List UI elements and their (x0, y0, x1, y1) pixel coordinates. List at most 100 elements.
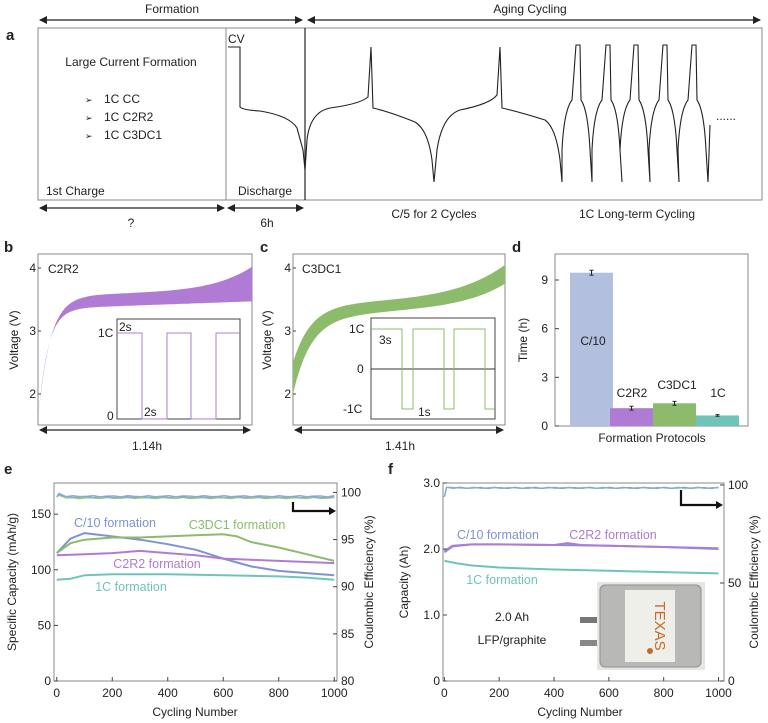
y-tick-label: 1.0 (423, 608, 440, 622)
series-label: 1C formation (95, 580, 167, 594)
panel-letter-a: a (6, 27, 15, 44)
y-tick-label: 150 (31, 507, 51, 521)
bullet-icon: ➢ (85, 131, 93, 141)
bullet-1c-c3dc1: 1C C3DC1 (104, 128, 162, 142)
x-tick-label: 600 (599, 686, 619, 700)
c2r2-current-pulse (117, 332, 240, 420)
first-charge-label: 1st Charge (46, 184, 105, 198)
error-bar (715, 414, 720, 417)
bullet-icon: ➢ (85, 95, 93, 105)
discharge-duration: 6h (260, 216, 273, 230)
inset-c-neg1c-tick: -1C (343, 402, 363, 416)
x-tick-label: 0 (53, 686, 60, 700)
panel-b: 2 3 4 Voltage (V) C2R2 1C 0 2s 2s 1.14h (7, 253, 253, 453)
panel-letter-f: f (388, 461, 394, 478)
first-charge-duration: ? (128, 216, 135, 230)
c3dc1-label: C3DC1 (302, 262, 342, 276)
inset-c-1c-tick: 1C (349, 322, 365, 336)
x-tick-label: 400 (158, 686, 178, 700)
inset-c-high-duration: 3s (379, 333, 392, 347)
series-label: C/10 formation (74, 516, 156, 530)
x-tick-label: 1000 (321, 686, 348, 700)
inset-b-1c-tick: 1C (98, 326, 114, 340)
panel-e: C/10 formation C3DC1 formation C2R2 format… (5, 482, 376, 719)
pouch-cell-photo: TEXAS (580, 582, 705, 670)
voltage-axis-label: Voltage (V) (260, 310, 274, 369)
series-label: C/10 formation (457, 528, 539, 542)
y2-tick-label: 100 (341, 485, 361, 499)
ce-line-1c (56, 493, 335, 499)
series-label: C2R2 formation (569, 528, 657, 542)
panel-a: Formation Aging Cycling CV Large Current… (37, 2, 763, 230)
y-tick-label: 9 (541, 273, 548, 287)
inset-b-0-tick: 0 (107, 409, 114, 423)
coulombic-efficiency-axis-label: Coulombic Efficiency (%) (747, 515, 761, 648)
panel-letter-b: b (4, 239, 13, 256)
series-label: C2R2 formation (113, 557, 201, 571)
time-axis-label: Time (h) (516, 318, 530, 362)
y-tick-label: 0 (541, 419, 548, 433)
x-tick-label: 200 (489, 686, 509, 700)
x-tick-label: 200 (102, 686, 122, 700)
discharge-label: Discharge (238, 184, 292, 198)
y2-tick-label: 0 (728, 674, 735, 688)
y-tick-label: 3 (284, 324, 291, 338)
inset-c-0-tick: 0 (357, 362, 364, 376)
x-tick-label: 400 (544, 686, 564, 700)
y2-tick-label: 90 (341, 580, 355, 594)
cv-label: CV (228, 32, 245, 46)
y-tick-label: 0 (44, 674, 51, 688)
x-tick-label: 1000 (705, 686, 732, 700)
y-tick-label: 0 (433, 674, 440, 688)
long-term-cycling-label: 1C Long-term Cycling (579, 207, 695, 221)
y-tick-label: 50 (38, 618, 52, 632)
ce-line-c3dc1 (56, 494, 335, 500)
specific-capacity-axis-label: Specific Capacity (mAh/g) (5, 513, 19, 651)
y-tick-label: 2.0 (423, 542, 440, 556)
x-tick-label: 0 (441, 686, 448, 700)
bullet-1c-c2r2: 1C C2R2 (104, 110, 154, 124)
x-tick-label: 600 (213, 686, 233, 700)
panel-c-frame (292, 253, 506, 426)
panel-letter-c: c (260, 239, 268, 256)
bar-1c (696, 415, 739, 426)
y2-tick-label: 100 (728, 478, 748, 492)
bullet-icon: ➢ (85, 113, 93, 123)
series-label: C3DC1 formation (189, 518, 286, 532)
duration-b: 1.14h (132, 439, 162, 453)
arrow-head-icon (716, 501, 723, 509)
c3dc1-current-pulse (371, 328, 495, 410)
ce-axis-arrow (291, 502, 330, 513)
error-bar (672, 400, 677, 406)
bar-label: 1C (710, 386, 726, 400)
x-tick-label: 800 (654, 686, 674, 700)
y-tick-label: 6 (541, 322, 548, 336)
panel-d: C/10 C2R2 C3DC1 1C 0 3 6 9 Time (h) Formation … (516, 253, 749, 445)
inset-b-frame (116, 318, 241, 420)
y2-tick-label: 95 (341, 533, 355, 547)
panel-letter-e: e (4, 461, 12, 478)
y2-tick-label: 85 (341, 627, 355, 641)
panel-a-frame (37, 27, 763, 201)
inset-b-high-duration: 2s (119, 320, 132, 334)
y-tick-label: 2 (29, 387, 36, 401)
cycling-number-label: Cycling Number (152, 705, 237, 719)
error-bar (629, 405, 634, 411)
y-tick-label: 3 (541, 370, 548, 384)
formation-label: Formation (145, 2, 199, 16)
arrow-head-icon (329, 507, 336, 515)
y-tick-label: 4 (284, 261, 291, 275)
bar-c3dc1 (653, 403, 696, 426)
error-bar (589, 269, 594, 276)
panel-letter-d: d (512, 239, 521, 256)
inset-b-low-duration: 2s (144, 405, 157, 419)
series-label: 1C formation (466, 573, 538, 587)
duration-c: 1.41h (385, 439, 415, 453)
capacity-line-1c (56, 573, 335, 581)
ce-axis-arrow (679, 490, 717, 507)
cycling-number-label: Cycling Number (537, 705, 622, 719)
capacity-line-c3dc1 (56, 533, 335, 562)
voltage-axis-label: Voltage (V) (7, 310, 21, 369)
capacity-line-c10 (56, 532, 335, 577)
